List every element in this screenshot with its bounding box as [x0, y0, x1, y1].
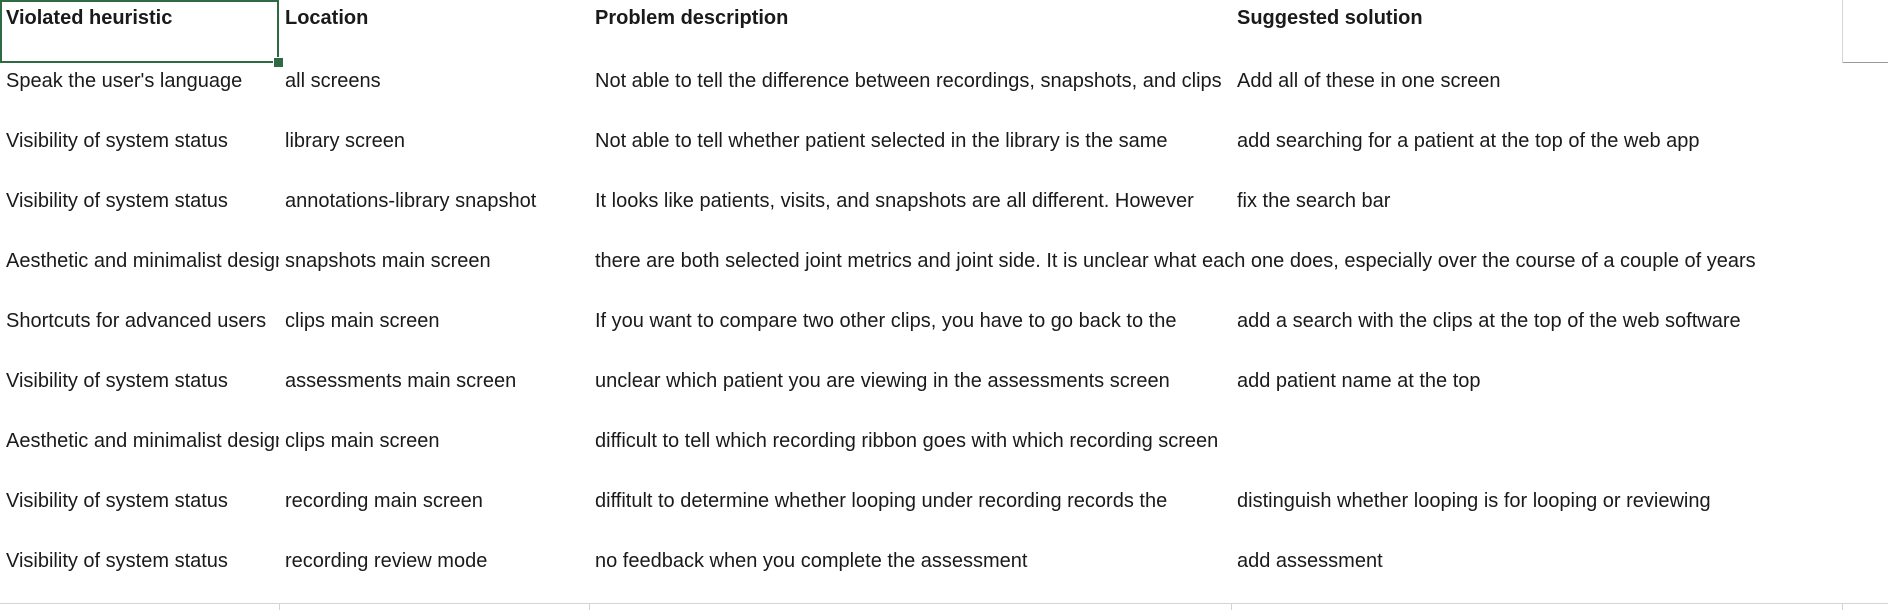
cell-location[interactable]: annotations-library snapshot [279, 183, 589, 243]
cell-heuristic[interactable]: Visibility of system status [0, 483, 279, 543]
cell-text: add assessment [1237, 550, 1383, 572]
cell-problem[interactable]: It looks like patients, visits, and snap… [589, 183, 1231, 243]
cell-text: annotations-library snapshot [285, 190, 537, 212]
header-cell-problem[interactable]: Problem description [589, 0, 1231, 63]
cell-text: Visibility of system status [6, 490, 228, 512]
cell-heuristic[interactable]: Visibility of system status [0, 363, 279, 423]
cell-problem[interactable]: difficult to tell which recording ribbon… [589, 423, 1888, 483]
cell-text: diffitult to determine whether looping u… [595, 490, 1168, 512]
cell-location[interactable]: clips main screen [279, 423, 589, 483]
cell-location[interactable]: recording main screen [279, 483, 589, 543]
cell-text: all screens [285, 70, 381, 92]
cell-text: Suggested solution [1237, 7, 1423, 29]
cell-text: Location [285, 7, 369, 29]
cell-text: assessments main screen [285, 370, 517, 392]
cell-heuristic[interactable]: Visibility of system status [0, 543, 279, 603]
cell-text: Add all of these in one screen [1237, 70, 1501, 92]
cell-text: distinguish whether looping is for loopi… [1237, 490, 1711, 512]
cell-problem[interactable]: If you want to compare two other clips, … [589, 303, 1231, 363]
cell-solution[interactable]: Add all of these in one screen [1231, 63, 1888, 123]
cell-text: fix the search bar [1237, 190, 1391, 212]
cell-text: Shortcuts for advanced users [6, 310, 267, 332]
fill-handle[interactable] [273, 57, 284, 68]
cell-location[interactable]: recording review mode [279, 543, 589, 603]
cell-problem[interactable]: Not able to tell whether patient selecte… [589, 123, 1231, 183]
cell-text: add patient name at the top [1237, 370, 1481, 392]
cell-text: unclear which patient you are viewing in… [595, 370, 1170, 392]
header-cell-solution[interactable]: Suggested solution [1231, 0, 1842, 63]
cell-text: Aesthetic and minimalist design [6, 430, 279, 452]
cell-solution[interactable]: distinguish whether looping is for loopi… [1231, 483, 1888, 543]
cell-location[interactable]: snapshots main screen [279, 243, 589, 303]
cell-text: Not able to tell whether patient selecte… [595, 130, 1168, 152]
cell-heuristic[interactable]: Aesthetic and minimalist design [0, 243, 279, 303]
cell-heuristic[interactable]: Visibility of system status [0, 123, 279, 183]
cell-problem[interactable]: unclear which patient you are viewing in… [589, 363, 1231, 423]
cell-text: no feedback when you complete the assess… [595, 550, 1028, 572]
cell-text: snapshots main screen [285, 250, 491, 272]
cell-heuristic[interactable]: Aesthetic and minimalist design [0, 423, 279, 483]
cell-heuristic[interactable]: Speak the user's language [0, 63, 279, 123]
cell-text: Not able to tell the difference between … [595, 70, 1222, 92]
cell-text: difficult to tell which recording ribbon… [595, 430, 1219, 452]
cell-problem[interactable]: diffitult to determine whether looping u… [589, 483, 1231, 543]
cell-text: If you want to compare two other clips, … [595, 310, 1177, 332]
cell-text: Visibility of system status [6, 130, 228, 152]
cell-text: add a search with the clips at the top o… [1237, 310, 1741, 332]
cell-solution[interactable]: fix the search bar [1231, 183, 1888, 243]
cell-text: add searching for a patient at the top o… [1237, 130, 1700, 152]
cell-problem[interactable]: no feedback when you complete the assess… [589, 543, 1231, 603]
cell-text: Visibility of system status [6, 370, 228, 392]
cell-location[interactable]: assessments main screen [279, 363, 589, 423]
selected-cell-violated-heuristic[interactable]: Violated heuristic [0, 0, 279, 63]
cell-text: Visibility of system status [6, 190, 228, 212]
cell-text: Aesthetic and minimalist design [6, 250, 279, 272]
cell-text: there are both selected joint metrics an… [595, 250, 1756, 272]
cell-text: It looks like patients, visits, and snap… [595, 190, 1194, 212]
cell-text: Violated heuristic [6, 7, 173, 29]
cell-text: recording review mode [285, 550, 488, 572]
cell-text: library screen [285, 130, 406, 152]
cell-location[interactable]: library screen [279, 123, 589, 183]
row-gridline [0, 603, 1888, 604]
cell-heuristic[interactable]: Shortcuts for advanced users [0, 303, 279, 363]
cell-heuristic[interactable]: Visibility of system status [0, 183, 279, 243]
cell-text: recording main screen [285, 490, 483, 512]
cell-text: Speak the user's language [6, 70, 243, 92]
cell-location[interactable]: all screens [279, 63, 589, 123]
cell-text: Problem description [595, 7, 789, 29]
cell-solution[interactable]: add patient name at the top [1231, 363, 1888, 423]
header-cell-location[interactable]: Location [279, 0, 589, 63]
header-cell-extra[interactable] [1842, 0, 1888, 63]
cell-text: Visibility of system status [6, 550, 228, 572]
cell-problem[interactable]: Not able to tell the difference between … [589, 63, 1231, 123]
cell-solution[interactable]: add searching for a patient at the top o… [1231, 123, 1888, 183]
cell-text: clips main screen [285, 310, 440, 332]
cell-problem[interactable]: there are both selected joint metrics an… [589, 243, 1888, 303]
cell-location[interactable]: clips main screen [279, 303, 589, 363]
cell-text: clips main screen [285, 430, 440, 452]
cell-solution[interactable]: add a search with the clips at the top o… [1231, 303, 1888, 363]
cell-solution[interactable]: add assessment [1231, 543, 1888, 603]
